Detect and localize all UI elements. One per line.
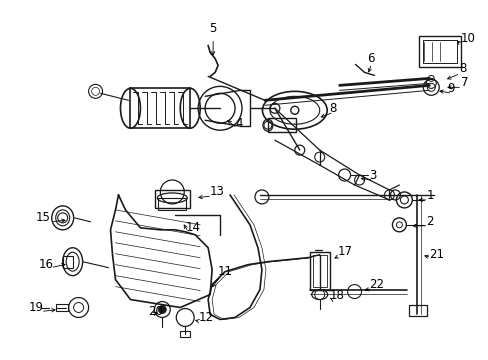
Circle shape <box>396 222 402 228</box>
Text: 16: 16 <box>39 258 54 271</box>
Bar <box>62 256 73 268</box>
Bar <box>158 198 186 210</box>
Bar <box>423 40 456 63</box>
Text: 8: 8 <box>458 62 466 75</box>
Bar <box>267 118 295 132</box>
Bar <box>180 332 190 337</box>
Bar <box>419 36 460 67</box>
Circle shape <box>158 306 166 314</box>
Text: 14: 14 <box>185 221 200 234</box>
Bar <box>155 190 190 208</box>
Bar <box>309 252 329 289</box>
Text: 17: 17 <box>337 245 352 258</box>
Text: 2: 2 <box>426 215 433 228</box>
Text: 10: 10 <box>460 32 475 45</box>
Text: 8: 8 <box>329 102 336 115</box>
Text: 20: 20 <box>148 305 163 318</box>
Circle shape <box>400 196 407 204</box>
Text: 15: 15 <box>36 211 51 224</box>
Bar <box>408 305 427 316</box>
Text: 6: 6 <box>367 52 374 65</box>
Text: 1: 1 <box>426 189 433 202</box>
Circle shape <box>427 84 434 91</box>
Circle shape <box>58 213 67 223</box>
Text: 4: 4 <box>235 117 242 130</box>
Text: 5: 5 <box>209 22 216 35</box>
Bar <box>56 303 67 311</box>
Text: 11: 11 <box>218 265 233 278</box>
Text: 12: 12 <box>198 311 213 324</box>
Text: 3: 3 <box>369 168 376 181</box>
Text: 19: 19 <box>29 301 44 314</box>
Text: 7: 7 <box>460 76 468 89</box>
Text: 9: 9 <box>447 82 454 95</box>
Bar <box>312 255 326 287</box>
Text: 13: 13 <box>210 185 224 198</box>
Text: 18: 18 <box>329 289 344 302</box>
Text: 22: 22 <box>369 278 384 291</box>
Circle shape <box>290 106 298 114</box>
Text: 21: 21 <box>428 248 444 261</box>
